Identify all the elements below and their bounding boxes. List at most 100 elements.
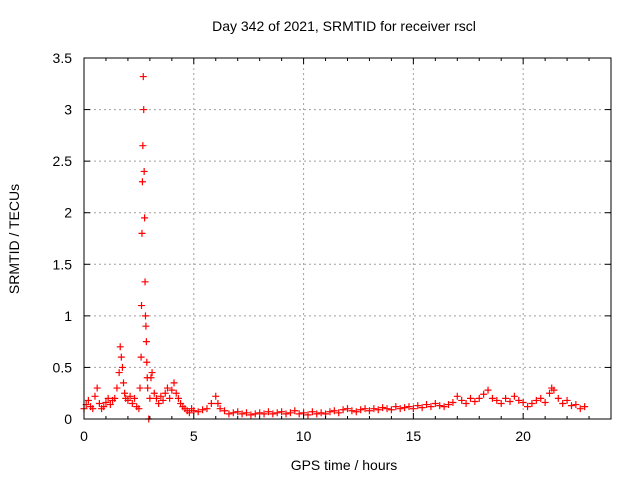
data-point <box>102 398 110 406</box>
data-point <box>484 386 492 394</box>
data-point <box>126 392 134 400</box>
data-point <box>278 408 286 416</box>
y-tick-label: 3.5 <box>53 50 73 66</box>
data-point <box>449 398 457 406</box>
data-point <box>383 405 391 413</box>
data-point <box>480 390 488 398</box>
data-point <box>121 389 129 397</box>
data-point <box>269 410 277 418</box>
data-point <box>93 384 101 392</box>
data-point <box>401 404 409 412</box>
data-point <box>142 338 150 346</box>
y-tick-label: 1.5 <box>53 256 73 272</box>
data-point <box>163 384 171 392</box>
data-point <box>256 409 264 417</box>
data-point <box>528 400 536 408</box>
data-point <box>374 406 382 414</box>
data-point <box>203 405 211 413</box>
data-point <box>317 409 325 417</box>
data-point <box>89 405 97 413</box>
data-point <box>546 389 554 397</box>
data-point <box>440 403 448 411</box>
data-point <box>308 408 316 416</box>
data-point <box>273 409 281 417</box>
x-tick-label: 10 <box>296 428 312 444</box>
data-point <box>502 394 510 402</box>
data-point <box>115 369 123 377</box>
data-point <box>138 178 146 186</box>
data-point <box>409 405 417 413</box>
data-point <box>111 394 119 402</box>
data-point <box>436 402 444 410</box>
data-point <box>84 396 92 404</box>
data-point <box>194 408 202 416</box>
data-point <box>141 278 149 286</box>
data-point <box>146 394 154 402</box>
data-point <box>304 411 312 419</box>
data-point <box>387 406 395 414</box>
data-point <box>581 403 589 411</box>
data-point <box>131 394 139 402</box>
data-point <box>330 407 338 415</box>
data-point <box>418 404 426 412</box>
y-tick-label: 2 <box>64 205 72 221</box>
data-point <box>488 394 496 402</box>
y-axis-label: SRMTID / TECUs <box>6 184 22 294</box>
data-point <box>260 410 268 418</box>
data-point <box>286 409 294 417</box>
data-point <box>106 401 114 409</box>
data-point <box>537 394 545 402</box>
data-point <box>199 406 207 414</box>
data-point <box>118 363 126 371</box>
data-point <box>140 167 148 175</box>
data-point <box>357 406 365 414</box>
data-point <box>379 404 387 412</box>
data-point <box>124 396 132 404</box>
data-point <box>335 409 343 417</box>
data-point <box>139 73 147 81</box>
data-point <box>445 401 453 409</box>
data-point <box>326 408 334 416</box>
data-point <box>168 386 176 394</box>
data-point <box>143 358 151 366</box>
data-point <box>141 214 149 222</box>
chart-title: Day 342 of 2021, SRMTID for receiver rsc… <box>212 18 476 34</box>
grid <box>84 58 611 419</box>
data-point <box>497 400 505 408</box>
data-point <box>159 396 167 404</box>
data-point <box>116 343 124 351</box>
data-point <box>352 408 360 416</box>
data-point <box>339 406 347 414</box>
data-point <box>161 389 169 397</box>
data-point <box>348 407 356 415</box>
data-point <box>242 409 250 417</box>
data-point <box>221 407 229 415</box>
data-point <box>135 405 143 413</box>
y-tick-label: 0 <box>64 411 72 427</box>
ticks: 0 5 10 15 20 0 0.5 1 1.5 2 2.5 3 3.5 <box>53 50 611 444</box>
data-point <box>453 392 461 400</box>
data-point <box>550 386 558 394</box>
data-point <box>264 408 272 416</box>
data-point <box>104 394 112 402</box>
data-point <box>282 410 290 418</box>
data-point <box>128 400 136 408</box>
x-tick-label: 15 <box>406 428 422 444</box>
data-point <box>466 394 474 402</box>
data-point <box>506 397 514 405</box>
data-point <box>141 312 149 320</box>
data-point <box>142 322 150 330</box>
data-point <box>229 409 237 417</box>
data-point <box>251 410 259 418</box>
data-point <box>576 405 584 413</box>
data-point <box>170 379 178 387</box>
data-point <box>510 392 518 400</box>
data-point <box>148 369 156 377</box>
data-point <box>140 106 148 114</box>
data-point <box>150 389 158 397</box>
data-point <box>152 394 160 402</box>
data-point <box>396 405 404 413</box>
data-point <box>91 392 99 400</box>
data-point <box>431 400 439 408</box>
